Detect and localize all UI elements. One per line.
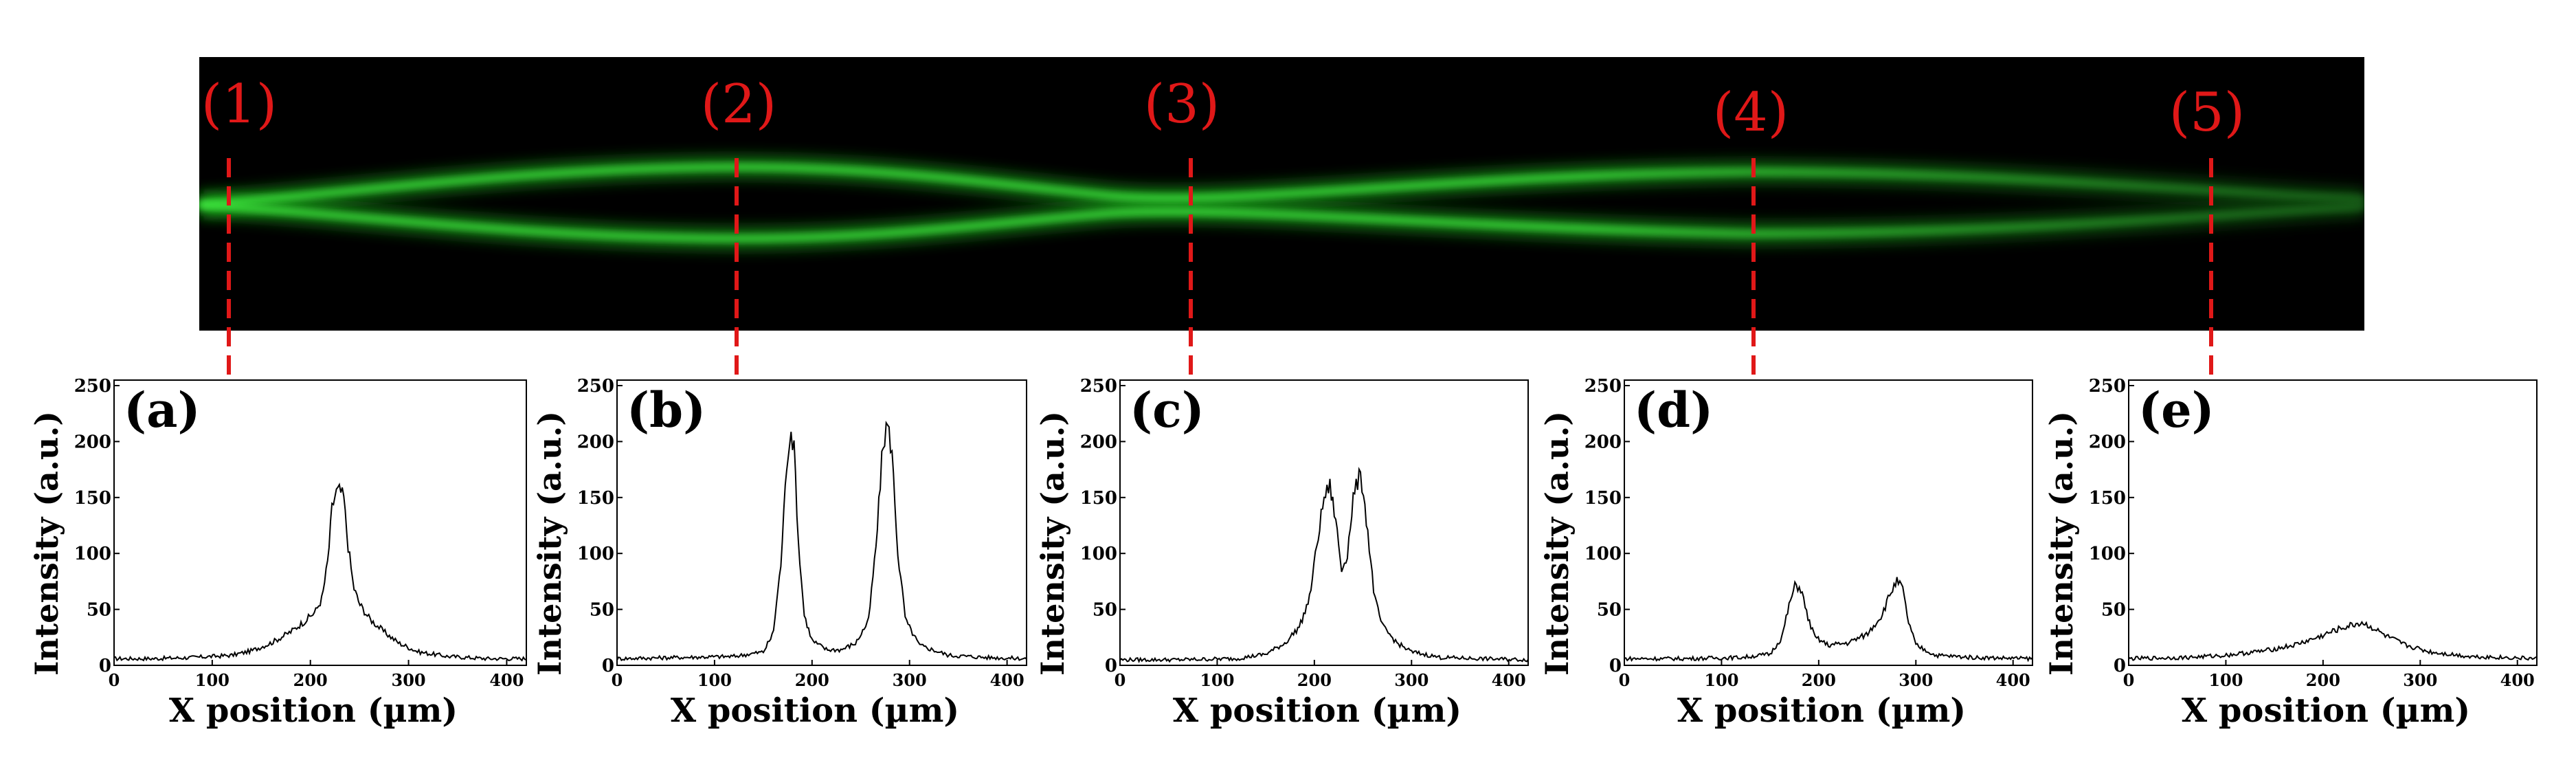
y-tick-label: 250 (1584, 376, 1622, 397)
x-tick-label: 0 (1115, 670, 1126, 690)
x-axis-label: X position (µm) (671, 691, 959, 730)
intensity-trace (1119, 467, 1529, 663)
panel-label: (e) (2138, 381, 2215, 439)
y-tick-label: 0 (602, 656, 614, 676)
y-tick-label: 0 (1609, 656, 1622, 676)
panel-label: (d) (1634, 381, 1713, 439)
position-label-4: (4) (1713, 82, 1789, 144)
y-axis-label: Intensity (a.u.) (28, 411, 65, 676)
y-axis-label: Intensity (a.u.) (2043, 411, 2080, 676)
y-axis-label: Intensity (a.u.) (531, 411, 568, 676)
x-tick-label: 0 (109, 670, 120, 690)
y-tick-label: 0 (1105, 656, 1117, 676)
position-label-3: (3) (1144, 74, 1220, 135)
x-tick-label: 300 (893, 670, 927, 690)
x-tick-label: 300 (1899, 670, 1933, 690)
y-tick-label: 150 (2089, 488, 2126, 509)
plot-frame (1119, 379, 1529, 666)
profile-panel-1: 0 50 100 150 200 250 0 100 200 300 400 (a) Intensity… (28, 376, 527, 730)
y-tick-label: 100 (1080, 544, 1117, 564)
y-tick-label: 50 (2101, 600, 2126, 621)
y-tick-label: 250 (577, 376, 614, 397)
y-tick-label: 200 (1584, 432, 1622, 452)
plot-frame (616, 379, 1027, 666)
x-tick-label: 400 (1996, 670, 2030, 690)
position-label-1: (1) (201, 74, 278, 135)
beam-image (199, 57, 2364, 331)
x-tick-label: 200 (795, 670, 829, 690)
x-axis-label: X position (µm) (1677, 691, 1966, 730)
x-tick-label: 100 (1704, 670, 1738, 690)
y-tick-label: 250 (1080, 376, 1117, 397)
y-tick-label: 200 (577, 432, 614, 452)
profile-panel-4: 0 50 100 150 200 250 0 100 200 300 400 (d) Intensity… (1538, 376, 2033, 730)
plot-frame (2128, 379, 2538, 666)
x-tick-label: 0 (1619, 670, 1631, 690)
panel-label: (a) (124, 381, 201, 439)
y-tick-label: 150 (1584, 488, 1622, 509)
y-tick-label: 100 (2089, 544, 2126, 564)
x-tick-label: 100 (1200, 670, 1234, 690)
x-axis-label: X position (µm) (2182, 691, 2470, 730)
panel-label: (b) (627, 381, 706, 439)
y-tick-label: 50 (1093, 600, 1117, 621)
x-tick-label: 300 (1394, 670, 1429, 690)
y-tick-label: 200 (74, 432, 111, 452)
x-tick-label: 200 (1297, 670, 1332, 690)
y-tick-label: 0 (2114, 656, 2126, 676)
profile-panel-5: 0 50 100 150 200 250 0 100 200 300 400 (e) Intensity… (2043, 376, 2538, 730)
intensity-trace (2128, 621, 2538, 661)
x-tick-label: 400 (489, 670, 524, 690)
intensity-trace (616, 420, 1027, 661)
x-tick-label: 100 (697, 670, 732, 690)
intensity-trace (113, 483, 527, 662)
position-label-2: (2) (701, 74, 777, 135)
y-tick-label: 200 (1080, 432, 1117, 452)
x-axis-label: X position (µm) (169, 691, 458, 730)
y-tick-label: 250 (74, 376, 111, 397)
y-axis-label: Intensity (a.u.) (1538, 411, 1576, 676)
x-tick-label: 0 (612, 670, 623, 690)
x-tick-label: 300 (392, 670, 426, 690)
profile-panels: 0 50 100 150 200 250 0 100 200 300 400 (a) Intensity… (28, 376, 2538, 730)
y-tick-label: 150 (74, 488, 111, 509)
y-tick-label: 100 (1584, 544, 1622, 564)
position-markers: (1) (2) (3) (4) (5) (201, 74, 2245, 379)
y-tick-label: 150 (577, 488, 614, 509)
y-tick-label: 50 (87, 600, 111, 621)
plot-frame (1624, 379, 2033, 666)
beam-fade-right (1580, 57, 2364, 331)
y-tick-label: 50 (1597, 600, 1622, 621)
panel-label: (c) (1130, 381, 1205, 439)
x-tick-label: 400 (2500, 670, 2535, 690)
y-tick-label: 100 (577, 544, 614, 564)
x-tick-label: 100 (2208, 670, 2243, 690)
position-label-5: (5) (2169, 82, 2245, 144)
x-tick-label: 400 (1492, 670, 1526, 690)
y-tick-label: 0 (99, 656, 111, 676)
x-tick-label: 400 (990, 670, 1024, 690)
x-tick-label: 100 (195, 670, 229, 690)
y-tick-label: 200 (2089, 432, 2126, 452)
plot-frame (113, 379, 527, 666)
profile-panel-2: 0 50 100 150 200 250 0 100 200 300 400 (b) Intensity… (531, 376, 1027, 730)
x-tick-label: 200 (2306, 670, 2340, 690)
x-tick-label: 200 (293, 670, 328, 690)
y-tick-label: 150 (1080, 488, 1117, 509)
x-tick-label: 0 (2123, 670, 2135, 690)
y-axis-label: Intensity (a.u.) (1034, 411, 1071, 676)
x-tick-label: 200 (1802, 670, 1836, 690)
y-tick-label: 50 (590, 600, 614, 621)
profile-panel-3: 0 50 100 150 200 250 0 100 200 300 400 (c) Intensity… (1034, 376, 1529, 730)
x-tick-label: 300 (2403, 670, 2437, 690)
y-tick-label: 250 (2089, 376, 2126, 397)
x-axis-label: X position (µm) (1173, 691, 1461, 730)
intensity-trace (1624, 577, 2033, 663)
y-tick-label: 100 (74, 544, 111, 564)
